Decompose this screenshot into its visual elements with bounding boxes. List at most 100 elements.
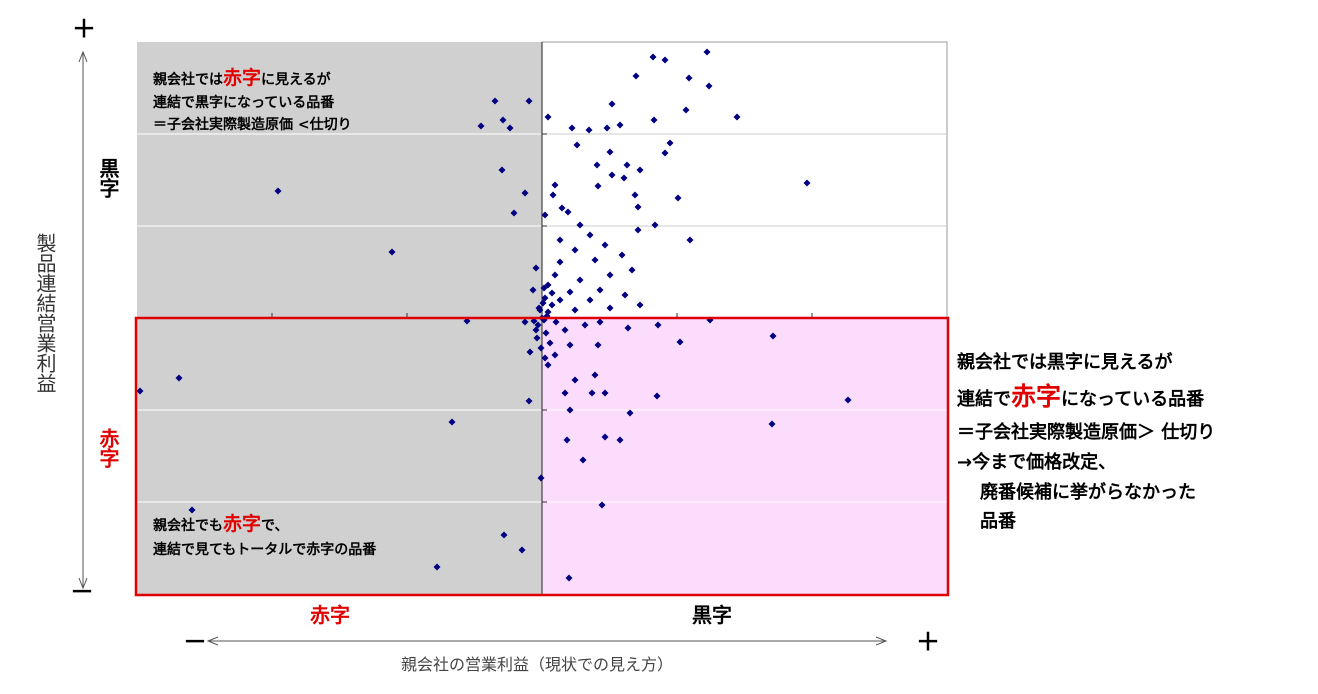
point <box>666 139 674 147</box>
point <box>651 221 659 229</box>
note: ＝子会社実際製造原価＞ 仕切り <box>957 421 1215 443</box>
point <box>844 396 852 404</box>
point <box>628 266 636 274</box>
point <box>634 203 642 211</box>
point <box>548 301 556 309</box>
x-plus: ＋ <box>916 628 940 656</box>
axes: ＋ － 黒字 赤字 製品連結営業利益 赤字 黒字 － ＋ 親会社の営業利益（現状… <box>33 15 940 674</box>
point <box>686 236 694 244</box>
x-pos-label: 黒字 <box>692 603 732 627</box>
point <box>624 324 632 332</box>
point <box>606 148 614 156</box>
point <box>618 251 626 259</box>
arrow-head <box>78 50 88 590</box>
point <box>661 149 669 157</box>
point <box>621 291 629 299</box>
point <box>433 563 441 571</box>
point <box>540 284 548 292</box>
point <box>556 236 564 244</box>
point <box>525 397 533 405</box>
point <box>532 264 540 272</box>
point <box>649 53 657 61</box>
point <box>593 161 601 169</box>
point <box>477 122 485 130</box>
point <box>510 209 518 217</box>
point <box>521 189 529 197</box>
point <box>548 289 556 297</box>
point <box>500 531 508 539</box>
point <box>636 301 644 309</box>
point <box>634 226 642 234</box>
note: 品番 <box>980 511 1017 532</box>
point <box>541 354 549 362</box>
point <box>606 304 614 312</box>
point <box>566 341 574 349</box>
point <box>571 376 579 384</box>
point <box>603 124 611 132</box>
point <box>636 166 644 174</box>
point <box>551 181 559 189</box>
x-title: 親会社の営業利益（現状での見え方） <box>401 655 673 674</box>
notes: 親会社では赤字に見えるが 連結で黒字になっている品番 ＝子会社実際製造原価 <仕… <box>153 66 1215 558</box>
y-neg-label: 赤字 <box>96 427 120 468</box>
point <box>388 248 396 256</box>
point <box>768 420 776 428</box>
point <box>591 371 599 379</box>
point <box>175 374 183 382</box>
point <box>620 174 628 182</box>
point <box>586 231 594 239</box>
point <box>703 48 711 56</box>
point <box>544 361 552 369</box>
point <box>733 113 741 121</box>
point <box>566 406 574 414</box>
point <box>521 318 529 326</box>
point <box>571 306 579 314</box>
point <box>544 113 552 121</box>
point <box>568 124 576 132</box>
point <box>573 141 581 149</box>
point <box>537 474 545 482</box>
point <box>606 271 614 279</box>
point <box>551 271 559 279</box>
note-em: 赤字 <box>223 512 261 535</box>
point <box>561 389 569 397</box>
point <box>552 318 560 326</box>
point <box>705 82 713 90</box>
note: 親会社では赤字に見えるが <box>153 66 332 89</box>
note: ＝子会社実際製造原価 <仕切り <box>153 116 352 133</box>
point <box>448 418 456 426</box>
note-text: 親会社でも <box>153 517 223 534</box>
point <box>598 501 606 509</box>
point <box>558 204 566 212</box>
point <box>188 506 196 514</box>
point <box>535 304 543 312</box>
point <box>491 97 499 105</box>
point <box>596 286 604 294</box>
quadrant <box>541 41 948 319</box>
y-pos-label: 黒字 <box>96 158 120 198</box>
point <box>518 546 526 554</box>
note: 親会社では黒字に見えるが <box>957 351 1172 373</box>
note-em: 赤字 <box>1011 382 1061 411</box>
note: 廃番候補に挙がらなかった <box>980 481 1196 503</box>
point <box>539 299 547 307</box>
point <box>631 191 639 199</box>
point <box>579 456 587 464</box>
point <box>551 351 559 359</box>
point <box>576 276 584 284</box>
quadrant <box>542 318 947 595</box>
point <box>601 389 609 397</box>
point <box>596 318 604 326</box>
point <box>685 74 693 82</box>
y-title: 製品連結営業利益 <box>33 233 57 393</box>
point <box>563 436 571 444</box>
point <box>556 296 564 304</box>
point <box>529 286 537 294</box>
point <box>632 72 640 80</box>
point <box>537 344 545 352</box>
point <box>650 116 658 124</box>
note-text: で、 <box>261 518 288 534</box>
point <box>581 321 589 329</box>
point <box>608 100 616 108</box>
